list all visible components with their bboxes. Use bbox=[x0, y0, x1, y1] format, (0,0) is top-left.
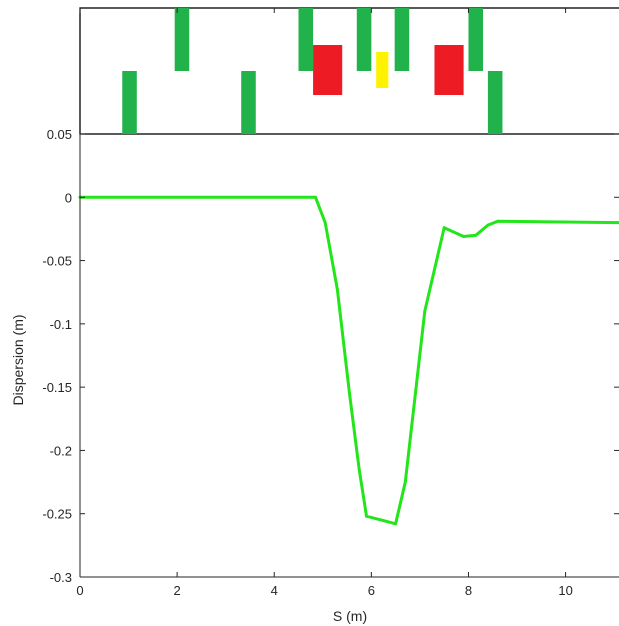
y-tick-label: 0 bbox=[65, 190, 72, 205]
dispersion-point bbox=[423, 309, 427, 313]
lattice-panel bbox=[79, 7, 619, 135]
dispersion-point bbox=[403, 480, 407, 484]
y-tick-label: -0.15 bbox=[42, 380, 72, 395]
x-tick-label: 10 bbox=[558, 583, 572, 598]
quadrupole-magnet bbox=[468, 8, 484, 71]
quadrupole-magnet bbox=[394, 8, 410, 71]
lattice-elements bbox=[122, 8, 503, 134]
dispersion-point bbox=[323, 221, 327, 225]
y-tick-label: -0.3 bbox=[50, 570, 72, 585]
y-tick-label: -0.1 bbox=[50, 317, 72, 332]
y-tick-label: -0.25 bbox=[42, 507, 72, 522]
quadrupole-magnet bbox=[356, 8, 372, 71]
dispersion-point bbox=[474, 233, 478, 237]
dispersion-point bbox=[486, 223, 490, 227]
dispersion-point bbox=[462, 235, 465, 238]
y-tick-label: 0.05 bbox=[47, 127, 72, 142]
dispersion-point bbox=[442, 226, 446, 230]
sextupole-magnet bbox=[376, 52, 389, 88]
dipole-magnet bbox=[434, 45, 464, 95]
lattice-panel-frame bbox=[79, 7, 619, 135]
dispersion-point bbox=[365, 514, 368, 518]
quadrupole-magnet bbox=[298, 8, 314, 71]
dispersion-point bbox=[394, 522, 397, 526]
dispersion-point bbox=[348, 392, 351, 395]
plot-area: 0 2 4 6 8 10 0.05 0 -0.05 -0.1 -0.15 -0.2 -0.25 -0.3 bbox=[42, 8, 619, 598]
dispersion-point bbox=[314, 195, 317, 199]
y-ticks: 0.05 0 -0.05 -0.1 -0.15 -0.2 -0.25 -0.3 bbox=[42, 127, 619, 585]
dipole-magnet bbox=[313, 45, 343, 95]
plot-line-layer bbox=[78, 195, 619, 526]
quadrupole-magnet bbox=[122, 71, 137, 134]
x-tick-label: 6 bbox=[368, 583, 375, 598]
dispersion-line bbox=[78, 195, 619, 526]
x-tick-label: 2 bbox=[173, 583, 180, 598]
dispersion-point bbox=[336, 288, 339, 292]
x-ticks: 0 2 4 6 8 10 bbox=[76, 8, 573, 598]
x-axis-label: S (m) bbox=[333, 608, 367, 624]
x-tick-label: 4 bbox=[271, 583, 278, 598]
x-tick-label: 8 bbox=[465, 583, 472, 598]
dispersion-point bbox=[496, 219, 499, 223]
quadrupole-magnet bbox=[487, 71, 503, 134]
dispersion-point bbox=[357, 468, 361, 471]
quadrupole-magnet bbox=[174, 8, 190, 71]
y-tick-label: -0.2 bbox=[50, 443, 72, 458]
y-tick-label: -0.05 bbox=[42, 254, 72, 269]
x-tick-label: 0 bbox=[76, 583, 83, 598]
quadrupole-magnet bbox=[241, 71, 256, 134]
y-axis-label: Dispersion (m) bbox=[10, 314, 26, 405]
